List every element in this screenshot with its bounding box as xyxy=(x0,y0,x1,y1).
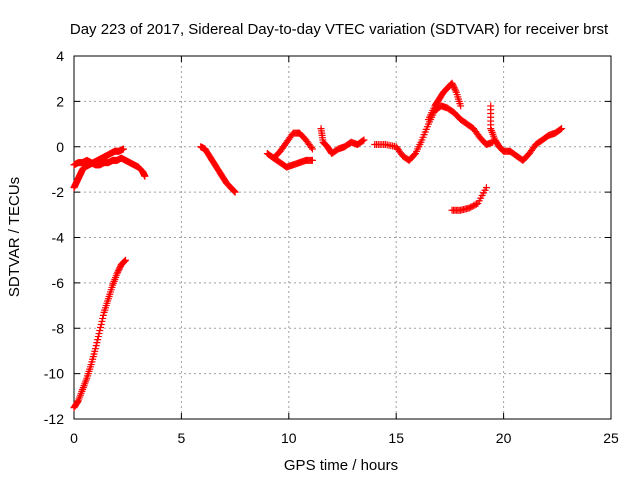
data-series-6 xyxy=(317,125,368,158)
data-point xyxy=(449,81,457,89)
data-series-9 xyxy=(448,184,490,214)
y-tick-label: -4 xyxy=(52,230,65,246)
data-point xyxy=(115,265,123,273)
data-point xyxy=(307,144,315,152)
data-point xyxy=(96,323,104,331)
x-axis-label: GPS time / hours xyxy=(284,457,398,474)
data-point xyxy=(141,172,149,180)
data-point xyxy=(94,333,102,341)
data-point xyxy=(360,136,368,144)
data-point xyxy=(558,125,566,133)
y-tick-label: -12 xyxy=(44,411,64,427)
x-tick-label: 5 xyxy=(178,430,186,446)
data-point xyxy=(359,137,367,145)
x-tick-label: 25 xyxy=(603,430,619,446)
data-point xyxy=(452,87,460,95)
data-series-10 xyxy=(487,102,566,164)
y-tick-label: 2 xyxy=(56,93,64,109)
data-point xyxy=(308,145,316,153)
data-point xyxy=(95,330,103,338)
data-points xyxy=(70,79,566,412)
data-series-8 xyxy=(424,79,465,124)
data-point xyxy=(449,82,457,90)
y-axis-label: SDTVAR / TECUs xyxy=(6,177,23,297)
data-point xyxy=(557,125,565,133)
data-point xyxy=(230,187,238,195)
data-point xyxy=(98,317,106,325)
x-tick-label: 15 xyxy=(388,430,404,446)
data-point xyxy=(231,188,239,196)
data-series-0 xyxy=(70,256,130,412)
data-point xyxy=(114,268,122,276)
data-point xyxy=(448,79,456,87)
data-point xyxy=(230,187,238,195)
data-point xyxy=(74,398,82,406)
axis-ticks: 0 5 10 15 20 25 -12 -10 -8 -6 -4 -2 0 2 4 xyxy=(44,48,619,446)
data-point xyxy=(94,336,102,344)
data-series-5 xyxy=(270,129,316,162)
x-tick-label: 10 xyxy=(281,430,297,446)
x-tick-label: 0 xyxy=(70,430,78,446)
data-point xyxy=(116,264,124,272)
data-point xyxy=(91,345,99,353)
data-point xyxy=(122,256,130,264)
data-point xyxy=(97,320,105,328)
y-tick-label: -8 xyxy=(52,320,65,336)
data-point xyxy=(99,314,107,322)
y-tick-label: 0 xyxy=(56,139,64,155)
y-tick-label: -2 xyxy=(52,184,65,200)
data-point xyxy=(451,85,459,93)
y-tick-label: 4 xyxy=(56,48,64,64)
data-series-2 xyxy=(70,154,149,180)
data-point xyxy=(99,311,107,319)
data-series-4 xyxy=(263,150,316,171)
chart-title: Day 223 of 2017, Sidereal Day-to-day VTE… xyxy=(70,21,609,38)
y-tick-label: -10 xyxy=(44,366,64,382)
y-tick-label: -6 xyxy=(52,275,65,291)
grid-lines xyxy=(74,56,611,419)
data-point xyxy=(308,156,316,164)
data-point xyxy=(114,267,122,275)
x-tick-label: 20 xyxy=(496,430,512,446)
data-point xyxy=(121,257,129,265)
data-point xyxy=(113,270,121,278)
data-series-3 xyxy=(197,143,239,196)
data-point xyxy=(96,327,104,335)
data-point xyxy=(450,84,458,92)
data-point xyxy=(119,145,127,153)
data-point xyxy=(93,339,101,347)
data-point xyxy=(120,258,128,266)
data-point xyxy=(92,342,100,350)
data-point xyxy=(482,184,490,192)
data-point xyxy=(457,102,465,110)
